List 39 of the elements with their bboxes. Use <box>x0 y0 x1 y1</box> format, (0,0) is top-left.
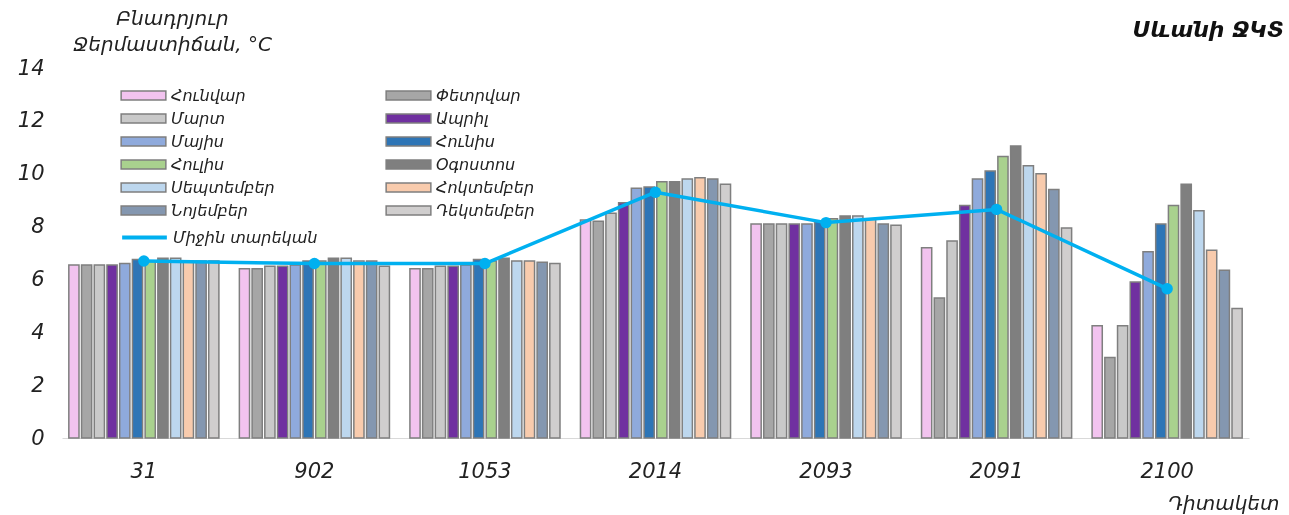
x-tick-label: 31 <box>130 458 158 483</box>
y-tick-label: 14 <box>17 55 45 80</box>
x-tick-label: 1053 <box>458 458 512 483</box>
y-tick-label: 6 <box>31 266 45 291</box>
legend-label: Նոյեմբեր <box>171 200 248 220</box>
legend-label: Օգոստոս <box>436 154 516 174</box>
y-tick-label: 2 <box>31 372 45 397</box>
legend-label: Մայիս <box>171 131 224 151</box>
point <box>138 255 150 267</box>
point <box>990 203 1003 216</box>
legend-label: Հունվար <box>171 85 246 105</box>
point <box>820 216 832 229</box>
x-tick-label: 2091 <box>969 458 1024 483</box>
point <box>1161 282 1173 295</box>
chart-title: Սևանի ՋԿՏ <box>1132 17 1284 42</box>
legend-label: Հունիս <box>436 131 495 151</box>
legend-label: Դեկտեմբեր <box>436 200 535 220</box>
legend-label: Սեպտեմբեր <box>171 177 275 197</box>
point <box>649 186 662 198</box>
point <box>479 257 491 270</box>
legend-label: Մարտ <box>171 108 225 128</box>
x-tick-label: 2093 <box>799 458 853 483</box>
legend-label: Հուլիս <box>171 154 225 174</box>
legend-label: Ապրիլ <box>436 108 489 128</box>
y-tick-label: 10 <box>17 161 45 186</box>
x-tick-label: 902 <box>294 458 335 483</box>
x-tick-label: 2100 <box>1140 458 1194 483</box>
bar <box>920 246 933 439</box>
y-tick-label: 12 <box>17 108 45 133</box>
point <box>308 257 321 270</box>
legend-label: Փետրվար <box>436 85 521 105</box>
y-tick-label: 4 <box>31 319 45 344</box>
x-axis-title: Դիտակետ <box>1167 490 1280 515</box>
legend-label: Միջին տարեկան <box>173 227 318 247</box>
y-axis-title: Բնադրյուր Ջերմաստիճան, °C <box>72 5 273 56</box>
legend-label: Հոկտեմբեր <box>436 177 535 197</box>
y-tick-label: 0 <box>31 425 45 450</box>
y-tick-label: 8 <box>31 214 45 239</box>
x-tick-label: 2014 <box>628 458 683 483</box>
